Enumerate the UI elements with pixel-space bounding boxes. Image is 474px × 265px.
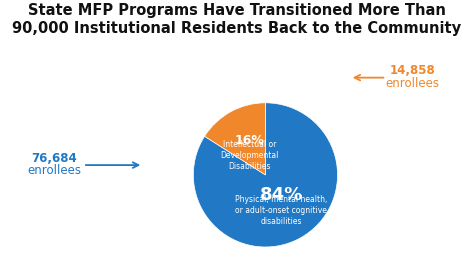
Wedge shape: [205, 103, 265, 175]
Text: State MFP Programs Have Transitioned More Than
90,000 Institutional Residents Ba: State MFP Programs Have Transitioned Mor…: [12, 3, 462, 36]
Text: 84%: 84%: [259, 186, 303, 204]
Text: 14,858: 14,858: [390, 64, 435, 77]
Text: 16%: 16%: [235, 134, 265, 147]
Text: enrollees: enrollees: [385, 77, 439, 90]
Text: Intellectual or
Developmental
Disabilities: Intellectual or Developmental Disabiliti…: [220, 140, 279, 171]
Text: enrollees: enrollees: [27, 164, 82, 178]
Text: Physical, mental health,
or adult-onset cognitive
disabilities: Physical, mental health, or adult-onset …: [235, 195, 327, 226]
Wedge shape: [193, 103, 337, 247]
Text: 76,684: 76,684: [32, 152, 77, 165]
